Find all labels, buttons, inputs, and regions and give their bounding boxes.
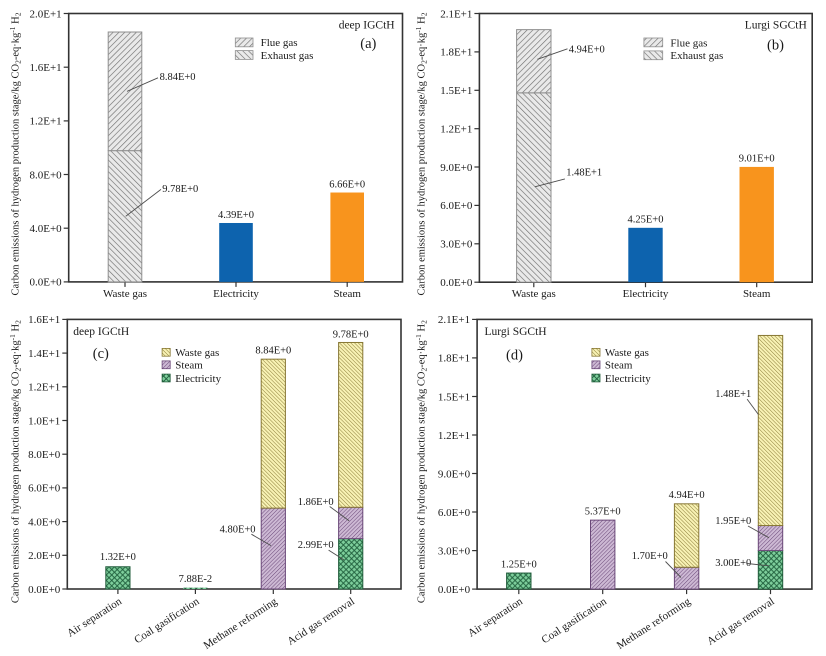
svg-text:1.8E+1: 1.8E+1 xyxy=(440,47,472,59)
svg-text:0.0E+0: 0.0E+0 xyxy=(28,584,61,596)
svg-text:2.0E+1: 2.0E+1 xyxy=(30,8,62,20)
svg-text:Exhaust gas: Exhaust gas xyxy=(261,50,314,62)
svg-text:1.5E+1: 1.5E+1 xyxy=(438,391,470,403)
svg-text:1.6E+1: 1.6E+1 xyxy=(30,62,62,74)
svg-text:4.94E+0: 4.94E+0 xyxy=(569,44,605,55)
svg-text:1.95E+0: 1.95E+0 xyxy=(715,516,751,527)
svg-text:Waste gas: Waste gas xyxy=(605,347,649,359)
svg-text:1.25E+0: 1.25E+0 xyxy=(501,559,537,570)
svg-text:Steam: Steam xyxy=(605,360,633,372)
svg-text:Exhaust gas: Exhaust gas xyxy=(670,50,723,62)
svg-text:Waste gas: Waste gas xyxy=(103,288,147,300)
svg-text:Electricity: Electricity xyxy=(623,288,669,300)
svg-text:1.0E+1: 1.0E+1 xyxy=(28,415,60,427)
svg-text:Steam: Steam xyxy=(175,360,203,372)
svg-text:3.00E+0: 3.00E+0 xyxy=(715,558,751,569)
svg-text:2.1E+1: 2.1E+1 xyxy=(438,314,470,326)
svg-text:4.39E+0: 4.39E+0 xyxy=(218,210,254,221)
svg-text:6.0E+0: 6.0E+0 xyxy=(28,483,61,495)
svg-text:Carbon emissions of hydrogen p: Carbon emissions of hydrogen production … xyxy=(8,320,23,603)
svg-text:0.0E+0: 0.0E+0 xyxy=(30,277,63,289)
svg-text:4.0E+0: 4.0E+0 xyxy=(28,516,61,528)
svg-text:deep IGCtH: deep IGCtH xyxy=(73,326,129,338)
svg-text:9.78E+0: 9.78E+0 xyxy=(333,330,369,341)
svg-text:8.84E+0: 8.84E+0 xyxy=(255,346,291,357)
svg-text:1.8E+1: 1.8E+1 xyxy=(438,353,470,365)
svg-text:6.66E+0: 6.66E+0 xyxy=(329,180,365,191)
svg-text:Waste gas: Waste gas xyxy=(175,347,219,359)
svg-text:0.0E+0: 0.0E+0 xyxy=(440,277,473,289)
svg-text:0.0E+0: 0.0E+0 xyxy=(438,584,471,596)
svg-text:3.0E+0: 3.0E+0 xyxy=(440,239,473,251)
svg-text:Flue gas: Flue gas xyxy=(670,37,707,49)
svg-text:2.99E+0: 2.99E+0 xyxy=(298,540,334,551)
svg-text:Lurgi SGCtH: Lurgi SGCtH xyxy=(745,19,807,31)
svg-text:Waste gas: Waste gas xyxy=(512,288,556,300)
svg-text:3.0E+0: 3.0E+0 xyxy=(438,545,471,557)
svg-text:9.0E+0: 9.0E+0 xyxy=(438,468,471,480)
svg-text:Electricity: Electricity xyxy=(605,373,651,385)
svg-text:(c): (c) xyxy=(93,346,109,362)
svg-text:4.80E+0: 4.80E+0 xyxy=(220,525,256,536)
svg-text:8.0E+0: 8.0E+0 xyxy=(28,449,61,461)
svg-text:Lurgi SGCtH: Lurgi SGCtH xyxy=(485,326,547,338)
svg-text:(b): (b) xyxy=(767,38,784,54)
svg-text:Steam: Steam xyxy=(333,288,361,300)
svg-text:4.25E+0: 4.25E+0 xyxy=(628,214,664,225)
svg-text:1.5E+1: 1.5E+1 xyxy=(440,85,472,97)
svg-text:5.37E+0: 5.37E+0 xyxy=(585,506,621,517)
svg-text:(a): (a) xyxy=(360,36,376,52)
svg-text:1.6E+1: 1.6E+1 xyxy=(28,314,60,326)
svg-text:1.32E+0: 1.32E+0 xyxy=(100,552,136,563)
svg-text:1.86E+0: 1.86E+0 xyxy=(298,497,334,508)
svg-text:Electricity: Electricity xyxy=(213,288,259,300)
svg-text:9.78E+0: 9.78E+0 xyxy=(162,184,198,195)
svg-text:7.88E-2: 7.88E-2 xyxy=(179,574,213,585)
svg-text:(d): (d) xyxy=(506,348,523,364)
svg-text:1.2E+1: 1.2E+1 xyxy=(28,382,60,394)
svg-text:4.0E+0: 4.0E+0 xyxy=(30,223,63,235)
svg-text:1.48E+1: 1.48E+1 xyxy=(566,168,602,179)
svg-text:1.4E+1: 1.4E+1 xyxy=(28,348,60,360)
svg-text:1.2E+1: 1.2E+1 xyxy=(30,116,62,128)
svg-text:1.2E+1: 1.2E+1 xyxy=(440,124,472,136)
svg-text:8.0E+0: 8.0E+0 xyxy=(30,169,63,181)
svg-text:1.70E+0: 1.70E+0 xyxy=(632,551,668,562)
svg-text:1.48E+1: 1.48E+1 xyxy=(715,389,751,400)
svg-text:4.94E+0: 4.94E+0 xyxy=(669,490,705,501)
svg-text:Steam: Steam xyxy=(743,288,771,300)
svg-text:8.84E+0: 8.84E+0 xyxy=(160,72,196,83)
svg-text:Carbon emissions of hydrogen p: Carbon emissions of hydrogen production … xyxy=(414,320,429,603)
svg-text:Electricity: Electricity xyxy=(175,373,221,385)
svg-text:Carbon emissions of hydrogen p: Carbon emissions of hydrogen production … xyxy=(8,12,23,295)
svg-text:6.0E+0: 6.0E+0 xyxy=(438,507,471,519)
svg-text:2.0E+0: 2.0E+0 xyxy=(28,550,61,562)
svg-text:1.2E+1: 1.2E+1 xyxy=(438,430,470,442)
svg-text:Carbon emissions of hydrogen p: Carbon emissions of hydrogen production … xyxy=(414,12,429,295)
svg-text:6.0E+0: 6.0E+0 xyxy=(440,200,473,212)
svg-text:2.1E+1: 2.1E+1 xyxy=(440,8,472,20)
svg-text:9.0E+0: 9.0E+0 xyxy=(440,162,473,174)
svg-text:9.01E+0: 9.01E+0 xyxy=(739,154,775,165)
svg-text:deep IGCtH: deep IGCtH xyxy=(339,20,395,32)
svg-text:Flue gas: Flue gas xyxy=(261,37,298,49)
